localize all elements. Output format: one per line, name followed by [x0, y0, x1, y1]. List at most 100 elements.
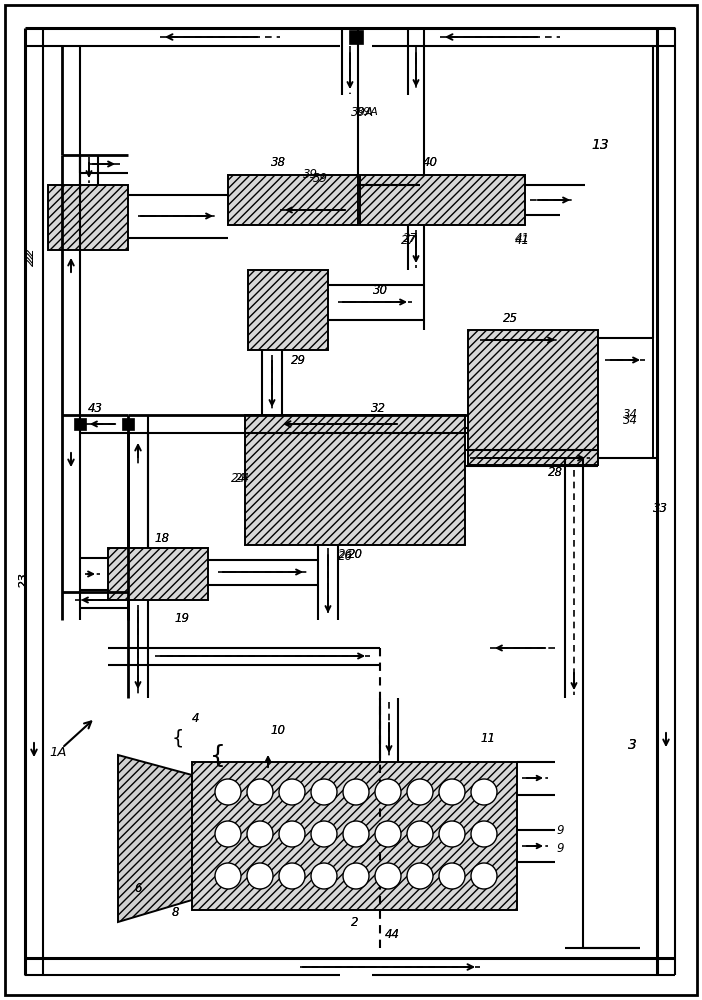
Text: 40: 40 — [423, 155, 437, 168]
Text: 28: 28 — [548, 466, 562, 479]
Circle shape — [215, 821, 241, 847]
Circle shape — [407, 863, 433, 889]
Text: 10: 10 — [270, 724, 286, 736]
Text: 33: 33 — [652, 502, 668, 514]
Text: 22: 22 — [23, 247, 37, 263]
Text: 3: 3 — [628, 738, 637, 752]
Bar — [468, 330, 598, 465]
Bar — [349, 30, 363, 44]
Bar — [48, 185, 128, 250]
Bar — [360, 175, 525, 225]
Text: 23: 23 — [18, 572, 30, 588]
Text: 20: 20 — [347, 548, 362, 562]
Circle shape — [279, 863, 305, 889]
Circle shape — [439, 863, 465, 889]
Text: 9: 9 — [556, 842, 564, 854]
Circle shape — [375, 779, 401, 805]
Text: 38: 38 — [270, 155, 286, 168]
Text: 43: 43 — [88, 401, 102, 414]
Text: 30: 30 — [373, 284, 388, 296]
Text: 43: 43 — [88, 401, 102, 414]
Circle shape — [407, 779, 433, 805]
Bar — [245, 415, 465, 545]
Text: 22: 22 — [23, 250, 37, 266]
Text: 39: 39 — [303, 168, 317, 182]
Text: 4: 4 — [192, 712, 200, 724]
Text: 34: 34 — [623, 414, 637, 426]
Circle shape — [343, 821, 369, 847]
Bar — [228, 175, 358, 225]
Text: 26: 26 — [338, 550, 352, 562]
Text: 10: 10 — [270, 724, 286, 736]
Circle shape — [311, 821, 337, 847]
Text: 8: 8 — [171, 906, 179, 918]
Text: 30: 30 — [373, 284, 388, 296]
Text: 2: 2 — [351, 916, 359, 928]
Text: 8: 8 — [171, 906, 179, 918]
Circle shape — [439, 821, 465, 847]
Text: 29: 29 — [291, 354, 305, 366]
Bar — [598, 338, 653, 458]
Text: 27: 27 — [401, 233, 416, 246]
Text: 18: 18 — [154, 532, 169, 544]
Circle shape — [343, 863, 369, 889]
Text: 39A: 39A — [357, 107, 379, 117]
Text: 25: 25 — [503, 312, 517, 324]
Circle shape — [279, 779, 305, 805]
Bar — [192, 762, 517, 910]
Circle shape — [471, 821, 497, 847]
Text: 9: 9 — [556, 824, 564, 836]
Text: 6: 6 — [134, 882, 142, 894]
Text: 11: 11 — [480, 732, 496, 744]
Text: 38: 38 — [270, 155, 286, 168]
Circle shape — [439, 779, 465, 805]
Text: 34: 34 — [623, 408, 637, 422]
Text: 44: 44 — [385, 928, 399, 942]
Circle shape — [279, 821, 305, 847]
Bar — [74, 418, 86, 430]
Text: 24: 24 — [234, 472, 249, 485]
Text: 26: 26 — [338, 548, 352, 562]
Text: 19: 19 — [175, 611, 190, 624]
Text: 41: 41 — [515, 232, 529, 244]
Text: 1A: 1A — [49, 746, 67, 758]
Text: 13: 13 — [591, 138, 609, 152]
Text: 44: 44 — [385, 928, 399, 942]
Circle shape — [471, 779, 497, 805]
Text: 2: 2 — [351, 916, 359, 928]
Text: 33: 33 — [652, 502, 668, 514]
Bar — [248, 270, 328, 350]
Text: 6: 6 — [134, 882, 142, 894]
Circle shape — [375, 821, 401, 847]
Text: 39: 39 — [312, 172, 328, 184]
Polygon shape — [118, 755, 192, 922]
Text: 4: 4 — [192, 712, 200, 724]
Circle shape — [215, 863, 241, 889]
Text: 39A: 39A — [350, 105, 373, 118]
Text: 27: 27 — [402, 232, 418, 244]
Text: 41: 41 — [515, 233, 529, 246]
Text: 32: 32 — [371, 401, 385, 414]
Text: {: { — [172, 728, 184, 748]
Text: 24: 24 — [230, 472, 246, 485]
Circle shape — [407, 821, 433, 847]
Circle shape — [247, 821, 273, 847]
Text: 23: 23 — [18, 572, 30, 588]
Text: 20: 20 — [347, 548, 362, 562]
Bar — [108, 548, 208, 600]
Bar — [122, 418, 134, 430]
Circle shape — [311, 779, 337, 805]
Circle shape — [343, 779, 369, 805]
Circle shape — [375, 863, 401, 889]
Text: 13: 13 — [591, 138, 609, 152]
Text: 29: 29 — [291, 354, 305, 366]
Circle shape — [215, 779, 241, 805]
Text: 25: 25 — [503, 312, 517, 324]
Text: {: { — [210, 744, 226, 768]
Text: 28: 28 — [548, 466, 562, 479]
Text: 3: 3 — [628, 738, 637, 752]
Circle shape — [247, 779, 273, 805]
Text: 19: 19 — [175, 611, 190, 624]
Text: 40: 40 — [423, 155, 437, 168]
Circle shape — [471, 863, 497, 889]
